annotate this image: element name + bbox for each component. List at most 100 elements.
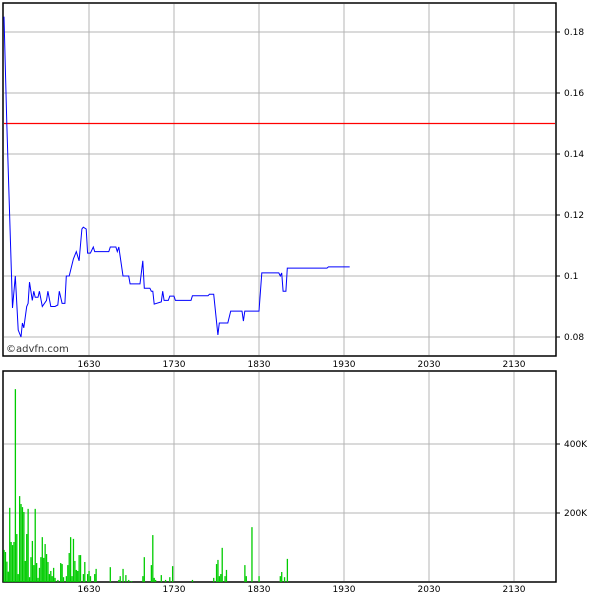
price-y-tick-label: 0.18 — [564, 28, 584, 38]
price-y-tick-label: 0.08 — [564, 333, 584, 343]
volume-bar — [75, 569, 77, 582]
volume-bar — [67, 565, 69, 582]
volume-bar — [61, 564, 63, 582]
watermark: ©advfn.com — [6, 344, 69, 355]
volume-bar — [118, 579, 120, 582]
volume-bar — [10, 541, 12, 582]
volume-bar — [40, 557, 42, 582]
volume-bar — [153, 577, 155, 582]
volume-bar — [60, 563, 62, 582]
volume-bar — [142, 576, 144, 582]
price-x-tick-label: 2130 — [503, 360, 526, 370]
volume-bar — [160, 575, 162, 582]
volume-bar — [72, 538, 75, 582]
price-x-tick-label: 2030 — [418, 360, 441, 370]
volume-bar — [20, 504, 22, 582]
price-panel-frame — [2, 2, 557, 357]
volume-bar — [37, 577, 39, 582]
volume-bar — [164, 579, 167, 582]
price-y-tick-label: 0.1 — [564, 272, 578, 282]
volume-bar — [221, 547, 223, 582]
volume-bar — [26, 534, 28, 582]
volume-bar — [69, 537, 72, 582]
volume-bar — [45, 554, 48, 582]
volume-bar — [50, 570, 52, 582]
volume-bar — [16, 534, 18, 582]
volume-bar — [213, 577, 215, 582]
price-y-tick-label: 0.16 — [564, 89, 584, 99]
volume-bar — [57, 579, 59, 582]
volume-bar — [224, 576, 226, 582]
volume-x-tick-label: 2030 — [418, 585, 441, 595]
volume-bar — [48, 574, 51, 582]
volume-bar — [125, 575, 127, 582]
volume-bar — [38, 567, 41, 582]
volume-bar — [35, 563, 38, 582]
volume-bar — [44, 544, 46, 582]
volume-y-tick-label: 200K — [564, 509, 588, 519]
volume-x-tick-label: 2130 — [503, 585, 526, 595]
volume-bar — [245, 576, 247, 582]
price-x-tick-label: 1630 — [78, 360, 101, 370]
volume-bar — [89, 576, 92, 582]
volume-bar — [86, 574, 89, 582]
volume-panel-frame — [2, 370, 557, 583]
price-series-line — [3, 16, 350, 338]
volume-bar — [244, 565, 246, 582]
volume-bar — [4, 551, 7, 582]
volume-bar — [281, 571, 283, 582]
price-y-tick-label: 0.14 — [564, 150, 584, 160]
volume-bar — [130, 580, 133, 582]
volume-bar — [41, 537, 43, 582]
volume-bar — [47, 561, 49, 582]
volume-bar — [52, 567, 55, 582]
volume-bar — [3, 549, 5, 582]
volume-bar — [11, 545, 14, 582]
price-x-tick-label: 1930 — [333, 360, 356, 370]
volume-bar — [143, 557, 145, 582]
volume-bar — [13, 541, 15, 582]
volume-bar — [109, 567, 111, 582]
volume-bar — [51, 576, 53, 582]
volume-bar — [77, 570, 79, 582]
volume-x-tick-label: 1930 — [333, 585, 356, 595]
volume-bar — [217, 559, 219, 582]
volume-bar — [82, 574, 85, 582]
volume-bar — [88, 570, 90, 582]
volume-bar — [65, 576, 68, 582]
volume-bar — [283, 577, 286, 582]
volume-bar — [79, 555, 82, 582]
price-y-tick-label: 0.12 — [564, 211, 584, 221]
volume-bar — [23, 511, 25, 582]
volume-bar — [84, 561, 86, 582]
volume-bar — [191, 579, 194, 582]
volume-bar — [154, 579, 157, 582]
volume-bar — [21, 507, 24, 582]
volume-bar — [122, 568, 124, 582]
volume-bar — [24, 560, 26, 582]
volume-bar — [14, 389, 17, 582]
volume-bar — [9, 507, 11, 582]
volume-x-tick-label: 1730 — [163, 585, 186, 595]
volume-x-tick-label: 1630 — [78, 585, 101, 595]
volume-bar — [152, 535, 154, 582]
volume-bar — [34, 508, 36, 582]
volume-bar — [17, 574, 19, 582]
volume-bar — [6, 561, 8, 582]
volume-bar — [251, 527, 253, 582]
volume-bar — [31, 540, 34, 582]
volume-bar — [286, 558, 289, 582]
volume-bar — [95, 568, 97, 582]
volume-bar — [54, 577, 56, 582]
volume-bar — [119, 576, 121, 582]
volume-bar — [33, 565, 35, 582]
volume-bar — [218, 576, 221, 582]
volume-bar — [258, 576, 260, 582]
volume-bar — [225, 569, 228, 582]
volume-bar — [171, 566, 174, 582]
volume-bar — [128, 579, 130, 582]
volume-bar — [30, 557, 32, 582]
volume-bar — [28, 577, 31, 582]
volume-bar — [94, 574, 96, 582]
